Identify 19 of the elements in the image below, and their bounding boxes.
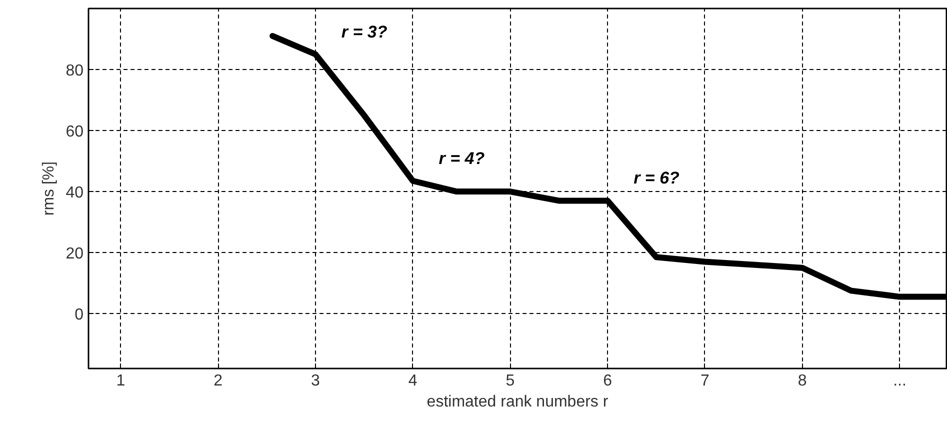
annotation: r = 3? bbox=[341, 22, 388, 42]
x-tick-label: 8 bbox=[798, 372, 807, 390]
x-tick-label: 3 bbox=[310, 372, 320, 390]
x-tick-label: 1 bbox=[116, 372, 126, 390]
annotation: r = 6? bbox=[634, 168, 680, 188]
x-tick-label: 7 bbox=[700, 372, 710, 390]
y-tick-label: 20 bbox=[66, 246, 84, 263]
y-tick-label: 40 bbox=[66, 184, 84, 202]
x-tick-label: 4 bbox=[408, 372, 418, 390]
y-tick-label: 80 bbox=[66, 62, 84, 80]
annotation: r = 4? bbox=[438, 148, 486, 168]
x-tick-label: ... bbox=[893, 372, 906, 390]
x-tick-label: 5 bbox=[506, 372, 515, 390]
y-tick-label: 0 bbox=[74, 306, 84, 324]
y-axis-title: rms [%] bbox=[40, 161, 58, 216]
x-axis-title: estimated rank numbers r bbox=[426, 394, 609, 410]
y-tick-label: 60 bbox=[66, 124, 84, 141]
x-tick-label: 2 bbox=[214, 372, 223, 390]
x-tick-label: 6 bbox=[603, 372, 612, 390]
